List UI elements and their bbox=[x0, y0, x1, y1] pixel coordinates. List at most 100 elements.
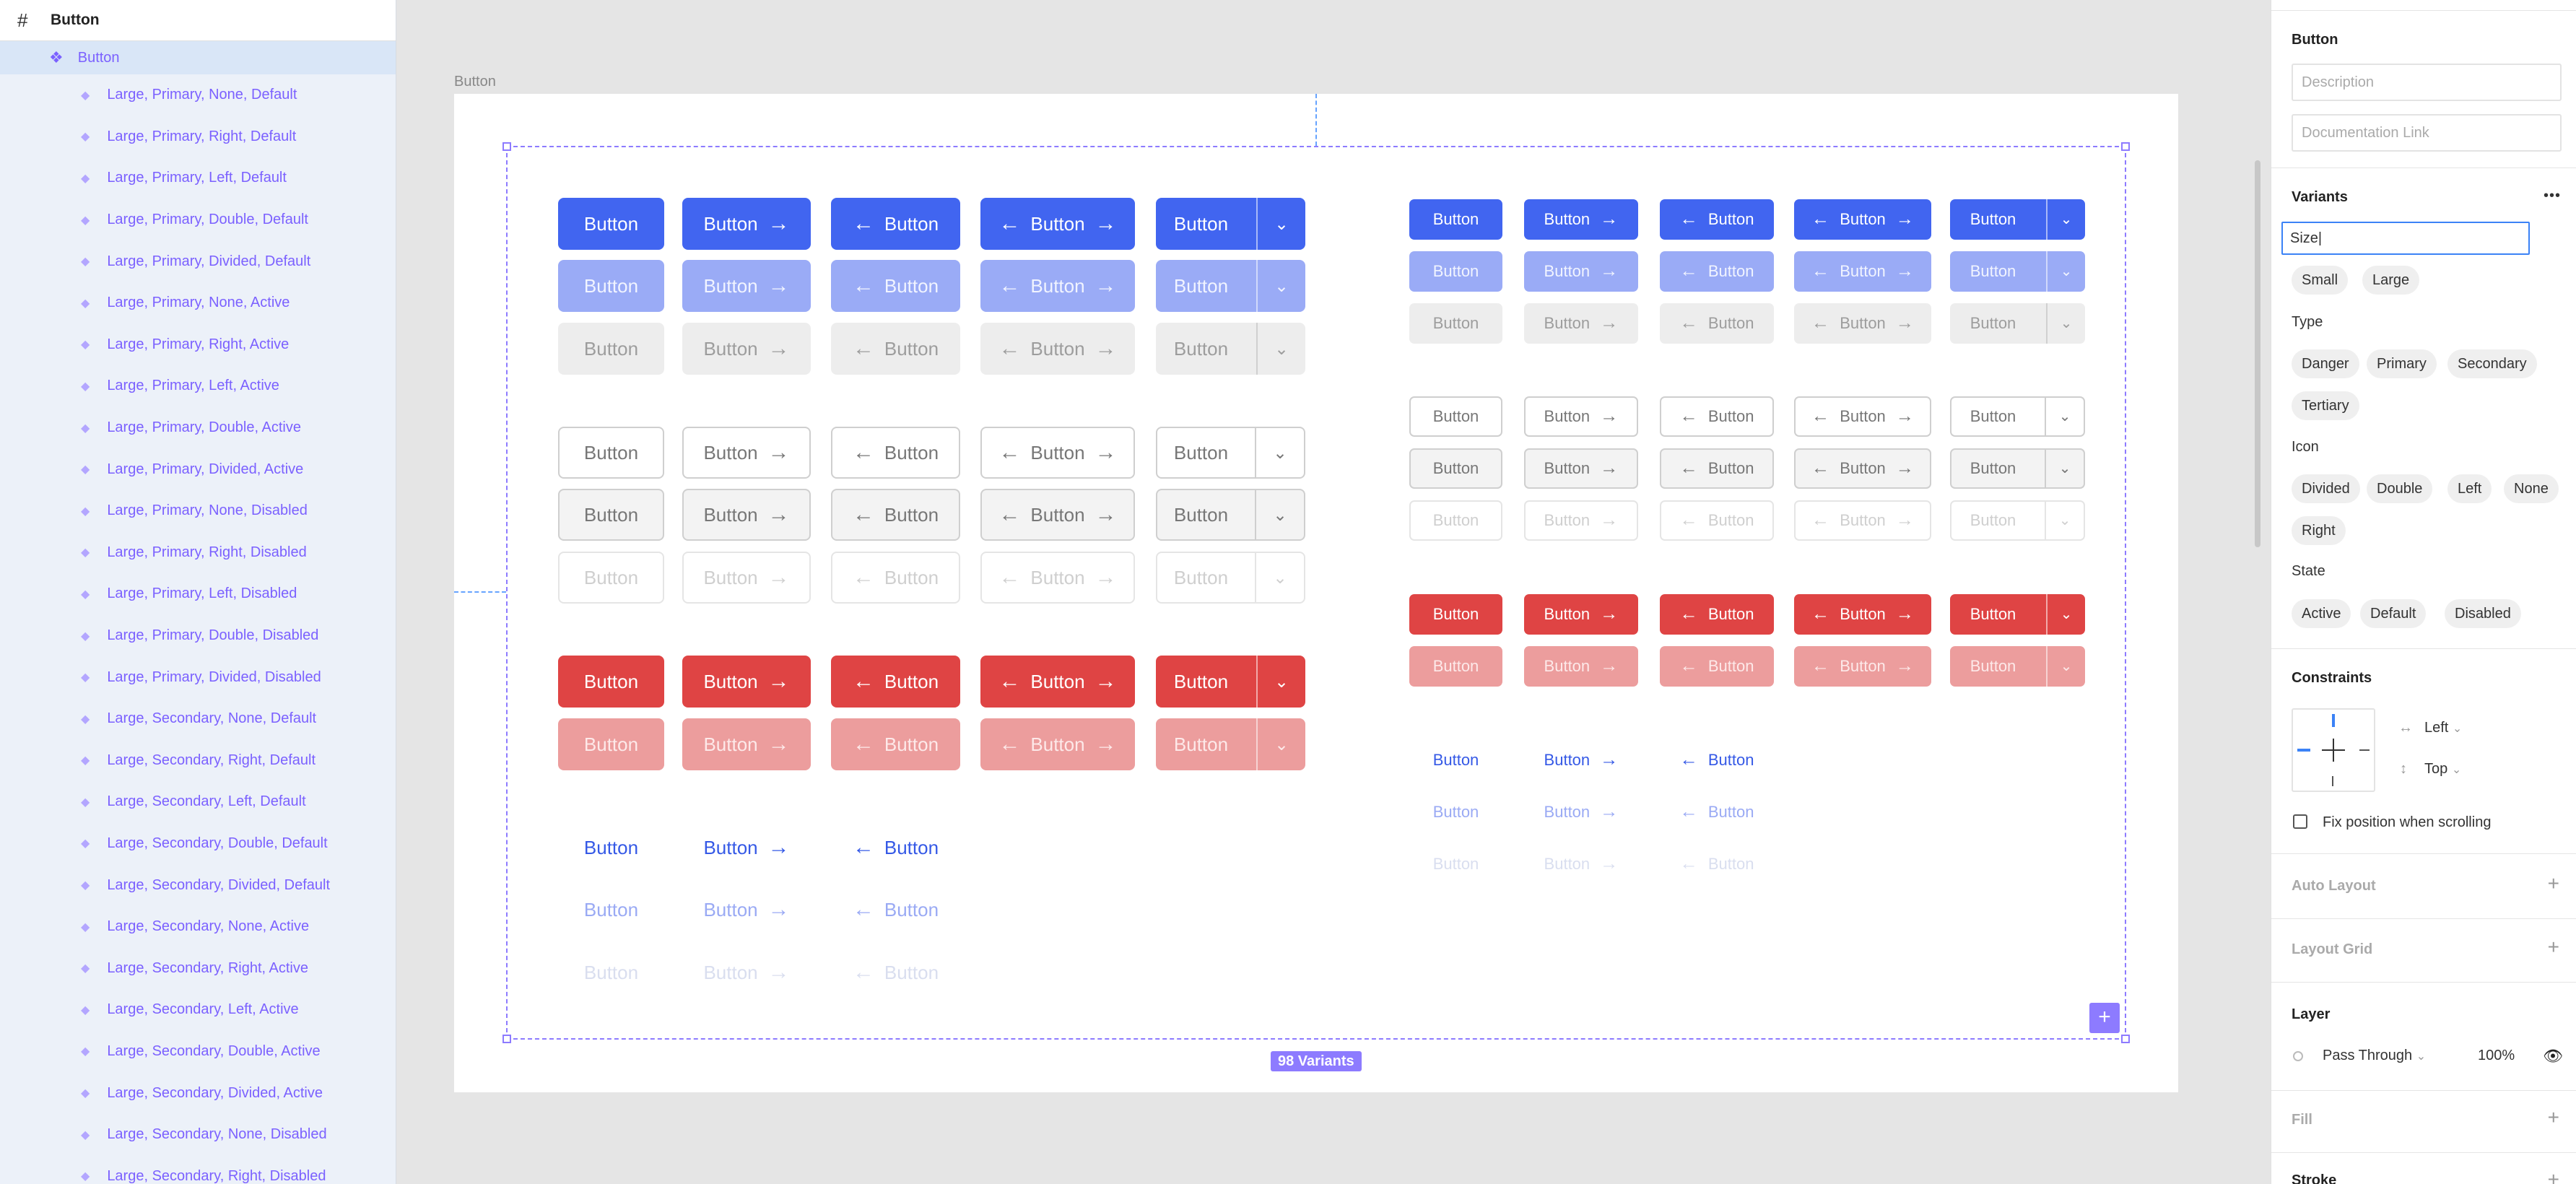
button-variant[interactable]: Button → bbox=[682, 427, 811, 479]
button-variant[interactable]: Button ⌄ bbox=[1156, 489, 1305, 541]
button-variant[interactable]: Button → bbox=[1524, 303, 1638, 344]
opacity-field[interactable]: 100% bbox=[2478, 1048, 2515, 1063]
button-variant[interactable]: ← Button bbox=[831, 946, 960, 998]
layer-variant-item[interactable]: ◆ Large, Primary, Double, Default bbox=[0, 199, 396, 241]
layer-variant-item[interactable]: ◆ Large, Primary, Divided, Default bbox=[0, 240, 396, 282]
button-variant[interactable]: Button → bbox=[682, 946, 811, 998]
button-variant[interactable]: ← Button bbox=[831, 884, 960, 936]
button-variant[interactable]: Button → bbox=[1524, 251, 1638, 292]
documentation-link-field[interactable]: Documentation Link bbox=[2292, 114, 2562, 152]
button-variant[interactable]: ← Button bbox=[831, 489, 960, 541]
button-variant[interactable]: ← Button bbox=[831, 656, 960, 708]
button-variant[interactable]: Button bbox=[1409, 500, 1502, 541]
button-variant[interactable]: Button → bbox=[1524, 594, 1638, 635]
layer-variant-item[interactable]: ◆ Large, Primary, Divided, Active bbox=[0, 448, 396, 490]
button-variant[interactable]: Button → bbox=[682, 718, 811, 770]
layer-variant-item[interactable]: ◆ Large, Secondary, Divided, Active bbox=[0, 1072, 396, 1114]
resize-handle[interactable] bbox=[502, 1035, 511, 1043]
button-variant[interactable]: Button → bbox=[1524, 792, 1638, 832]
button-variant[interactable]: Button bbox=[558, 822, 664, 874]
button-variant[interactable]: Button → bbox=[1524, 448, 1638, 489]
button-variant[interactable]: Button → bbox=[682, 822, 811, 874]
button-variant[interactable]: Button ⌄ bbox=[1950, 251, 2085, 292]
button-variant[interactable]: Button → bbox=[1524, 500, 1638, 541]
constraint-center-v-icon[interactable] bbox=[2333, 739, 2334, 762]
variant-option-chip[interactable]: Default bbox=[2360, 599, 2427, 628]
layer-variant-item[interactable]: ◆ Large, Primary, Divided, Disabled bbox=[0, 656, 396, 698]
button-variant[interactable]: Button ⌄ bbox=[1950, 396, 2085, 437]
resize-handle[interactable] bbox=[502, 142, 511, 151]
layer-variant-item[interactable]: ◆ Large, Primary, Right, Active bbox=[0, 324, 396, 366]
layer-variant-item[interactable]: ◆ Large, Primary, Left, Disabled bbox=[0, 573, 396, 615]
layer-variant-item[interactable]: ◆ Large, Primary, None, Disabled bbox=[0, 490, 396, 532]
button-variant[interactable]: Button bbox=[1409, 251, 1502, 292]
add-fill-icon[interactable]: + bbox=[2547, 1106, 2559, 1128]
visibility-eye-icon[interactable]: 👁 bbox=[2543, 1047, 2563, 1065]
variant-option-chip[interactable]: Disabled bbox=[2445, 599, 2521, 628]
layer-variant-item[interactable]: ◆ Large, Secondary, Double, Default bbox=[0, 823, 396, 865]
button-variant[interactable]: Button ⌄ bbox=[1156, 198, 1305, 250]
layer-variant-item[interactable]: ◆ Large, Primary, Left, Default bbox=[0, 157, 396, 199]
button-variant[interactable]: ← Button bbox=[1660, 303, 1774, 344]
button-variant[interactable]: ← Button bbox=[831, 260, 960, 312]
button-variant[interactable]: Button ⌄ bbox=[1950, 303, 2085, 344]
button-variant[interactable]: ← Button → bbox=[980, 552, 1135, 604]
button-variant[interactable]: ← Button → bbox=[1794, 199, 1931, 240]
resize-handle[interactable] bbox=[2121, 142, 2130, 151]
button-variant[interactable]: ← Button → bbox=[1794, 396, 1931, 437]
button-variant[interactable]: ← Button → bbox=[980, 718, 1135, 770]
button-variant[interactable]: ← Button → bbox=[1794, 646, 1931, 687]
button-variant[interactable]: Button bbox=[558, 489, 664, 541]
layer-component-set[interactable]: # Button bbox=[0, 0, 396, 41]
button-variant[interactable]: ← Button bbox=[831, 323, 960, 375]
button-variant[interactable]: ← Button → bbox=[1794, 500, 1931, 541]
button-variant[interactable]: Button bbox=[558, 718, 664, 770]
layer-variant-item[interactable]: ◆ Large, Primary, None, Active bbox=[0, 282, 396, 324]
variant-option-chip[interactable]: Active bbox=[2292, 599, 2351, 628]
button-variant[interactable]: Button bbox=[558, 884, 664, 936]
blend-mode-select[interactable]: Pass Through ⌄ bbox=[2323, 1048, 2426, 1064]
vertical-constraint-select[interactable]: Top ⌄ bbox=[2424, 761, 2461, 778]
button-variant[interactable]: Button ⌄ bbox=[1950, 646, 2085, 687]
layer-variant-item[interactable]: ◆ Large, Primary, Left, Active bbox=[0, 365, 396, 407]
layer-variant-item[interactable]: ◆ Large, Secondary, None, Disabled bbox=[0, 1114, 396, 1156]
button-variant[interactable]: ← Button bbox=[1660, 740, 1774, 780]
button-variant[interactable]: Button → bbox=[682, 260, 811, 312]
variant-option-chip[interactable]: Double bbox=[2367, 474, 2433, 503]
frame-title[interactable]: Button bbox=[454, 74, 496, 90]
button-variant[interactable]: Button ⌄ bbox=[1156, 656, 1305, 708]
layer-variant-item[interactable]: ◆ Large, Secondary, Right, Active bbox=[0, 947, 396, 989]
add-layout-grid-icon[interactable]: + bbox=[2547, 936, 2559, 958]
button-variant[interactable]: ← Button → bbox=[1794, 448, 1931, 489]
layer-variant-item[interactable]: ◆ Large, Secondary, Left, Active bbox=[0, 989, 396, 1031]
button-variant[interactable]: Button → bbox=[682, 656, 811, 708]
variant-option-chip[interactable]: Secondary bbox=[2447, 349, 2537, 378]
button-variant[interactable]: ← Button bbox=[1660, 646, 1774, 687]
horizontal-constraint-select[interactable]: Left ⌄ bbox=[2424, 720, 2462, 736]
auto-layout-title[interactable]: Auto Layout bbox=[2292, 878, 2376, 894]
button-variant[interactable]: Button bbox=[558, 946, 664, 998]
button-variant[interactable]: ← Button → bbox=[1794, 594, 1931, 635]
more-options-icon[interactable]: ••• bbox=[2543, 188, 2561, 204]
button-variant[interactable]: Button bbox=[1409, 396, 1502, 437]
variant-option-chip[interactable]: Right bbox=[2292, 516, 2346, 545]
button-variant[interactable]: Button ⌄ bbox=[1156, 323, 1305, 375]
button-variant[interactable]: ← Button bbox=[831, 198, 960, 250]
fill-title[interactable]: Fill bbox=[2292, 1112, 2312, 1128]
property-name-input[interactable]: Size| bbox=[2281, 222, 2530, 255]
constraint-left-icon[interactable] bbox=[2297, 749, 2310, 752]
layout-grid-title[interactable]: Layout Grid bbox=[2292, 941, 2373, 957]
button-variant[interactable]: ← Button bbox=[1660, 251, 1774, 292]
variant-option-chip[interactable]: Left bbox=[2447, 474, 2492, 503]
button-variant[interactable]: Button bbox=[1409, 199, 1502, 240]
button-variant[interactable]: Button bbox=[1409, 646, 1502, 687]
layer-variant-item[interactable]: ◆ Large, Secondary, Divided, Default bbox=[0, 864, 396, 906]
button-variant[interactable]: Button bbox=[1409, 792, 1502, 832]
button-variant[interactable]: Button bbox=[1409, 448, 1502, 489]
button-variant[interactable]: ← Button bbox=[1660, 396, 1774, 437]
button-variant[interactable]: Button bbox=[1409, 303, 1502, 344]
button-variant[interactable]: Button bbox=[1409, 740, 1502, 780]
variant-option-chip[interactable]: Large bbox=[2362, 266, 2420, 295]
layer-variant-item[interactable]: ◆ Large, Secondary, None, Active bbox=[0, 906, 396, 948]
button-variant[interactable]: ← Button → bbox=[1794, 303, 1931, 344]
